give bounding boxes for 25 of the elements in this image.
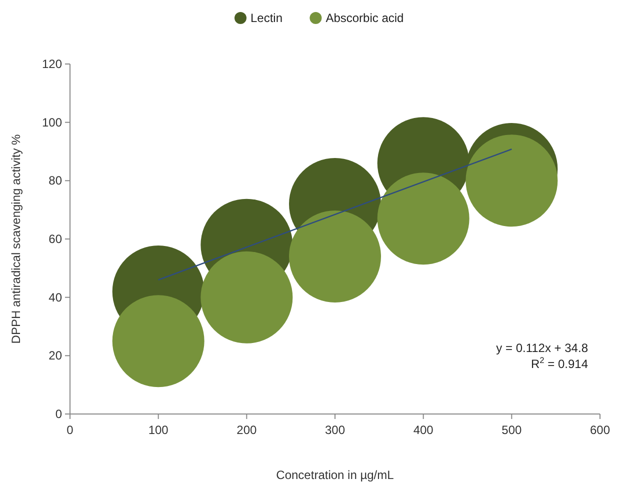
y-tick-label: 60	[48, 232, 62, 246]
point	[377, 172, 470, 265]
y-tick-label: 20	[48, 348, 62, 363]
point	[112, 295, 204, 388]
annotation: y = 0.112x + 34.8	[496, 341, 588, 355]
y-tick-label: 0	[55, 407, 62, 421]
y-tick-label: 100	[42, 115, 62, 130]
point	[289, 210, 381, 302]
y-axis-title: DPPH antiradical scavenging activity %	[9, 134, 23, 344]
legend-label: Lectin	[250, 11, 283, 25]
point	[466, 134, 558, 227]
x-tick-label: 400	[413, 423, 434, 437]
x-tick-label: 300	[324, 423, 346, 437]
point	[200, 251, 293, 344]
y-tick-label: 120	[42, 57, 62, 71]
x-tick-label: 200	[236, 423, 257, 437]
legend-label: Abscorbic acid	[326, 11, 404, 25]
x-tick-label: 600	[590, 423, 610, 437]
x-tick-label: 500	[502, 423, 522, 437]
y-tick-label: 40	[48, 290, 62, 304]
x-axis-title: Concetration in µg/mL	[276, 468, 394, 482]
annotation: R$^{2}$ = 0.914	[530, 355, 588, 371]
x-tick-label: 100	[148, 423, 169, 437]
x-tick-label: 0	[66, 423, 74, 437]
y-tick-label: 80	[48, 174, 62, 188]
